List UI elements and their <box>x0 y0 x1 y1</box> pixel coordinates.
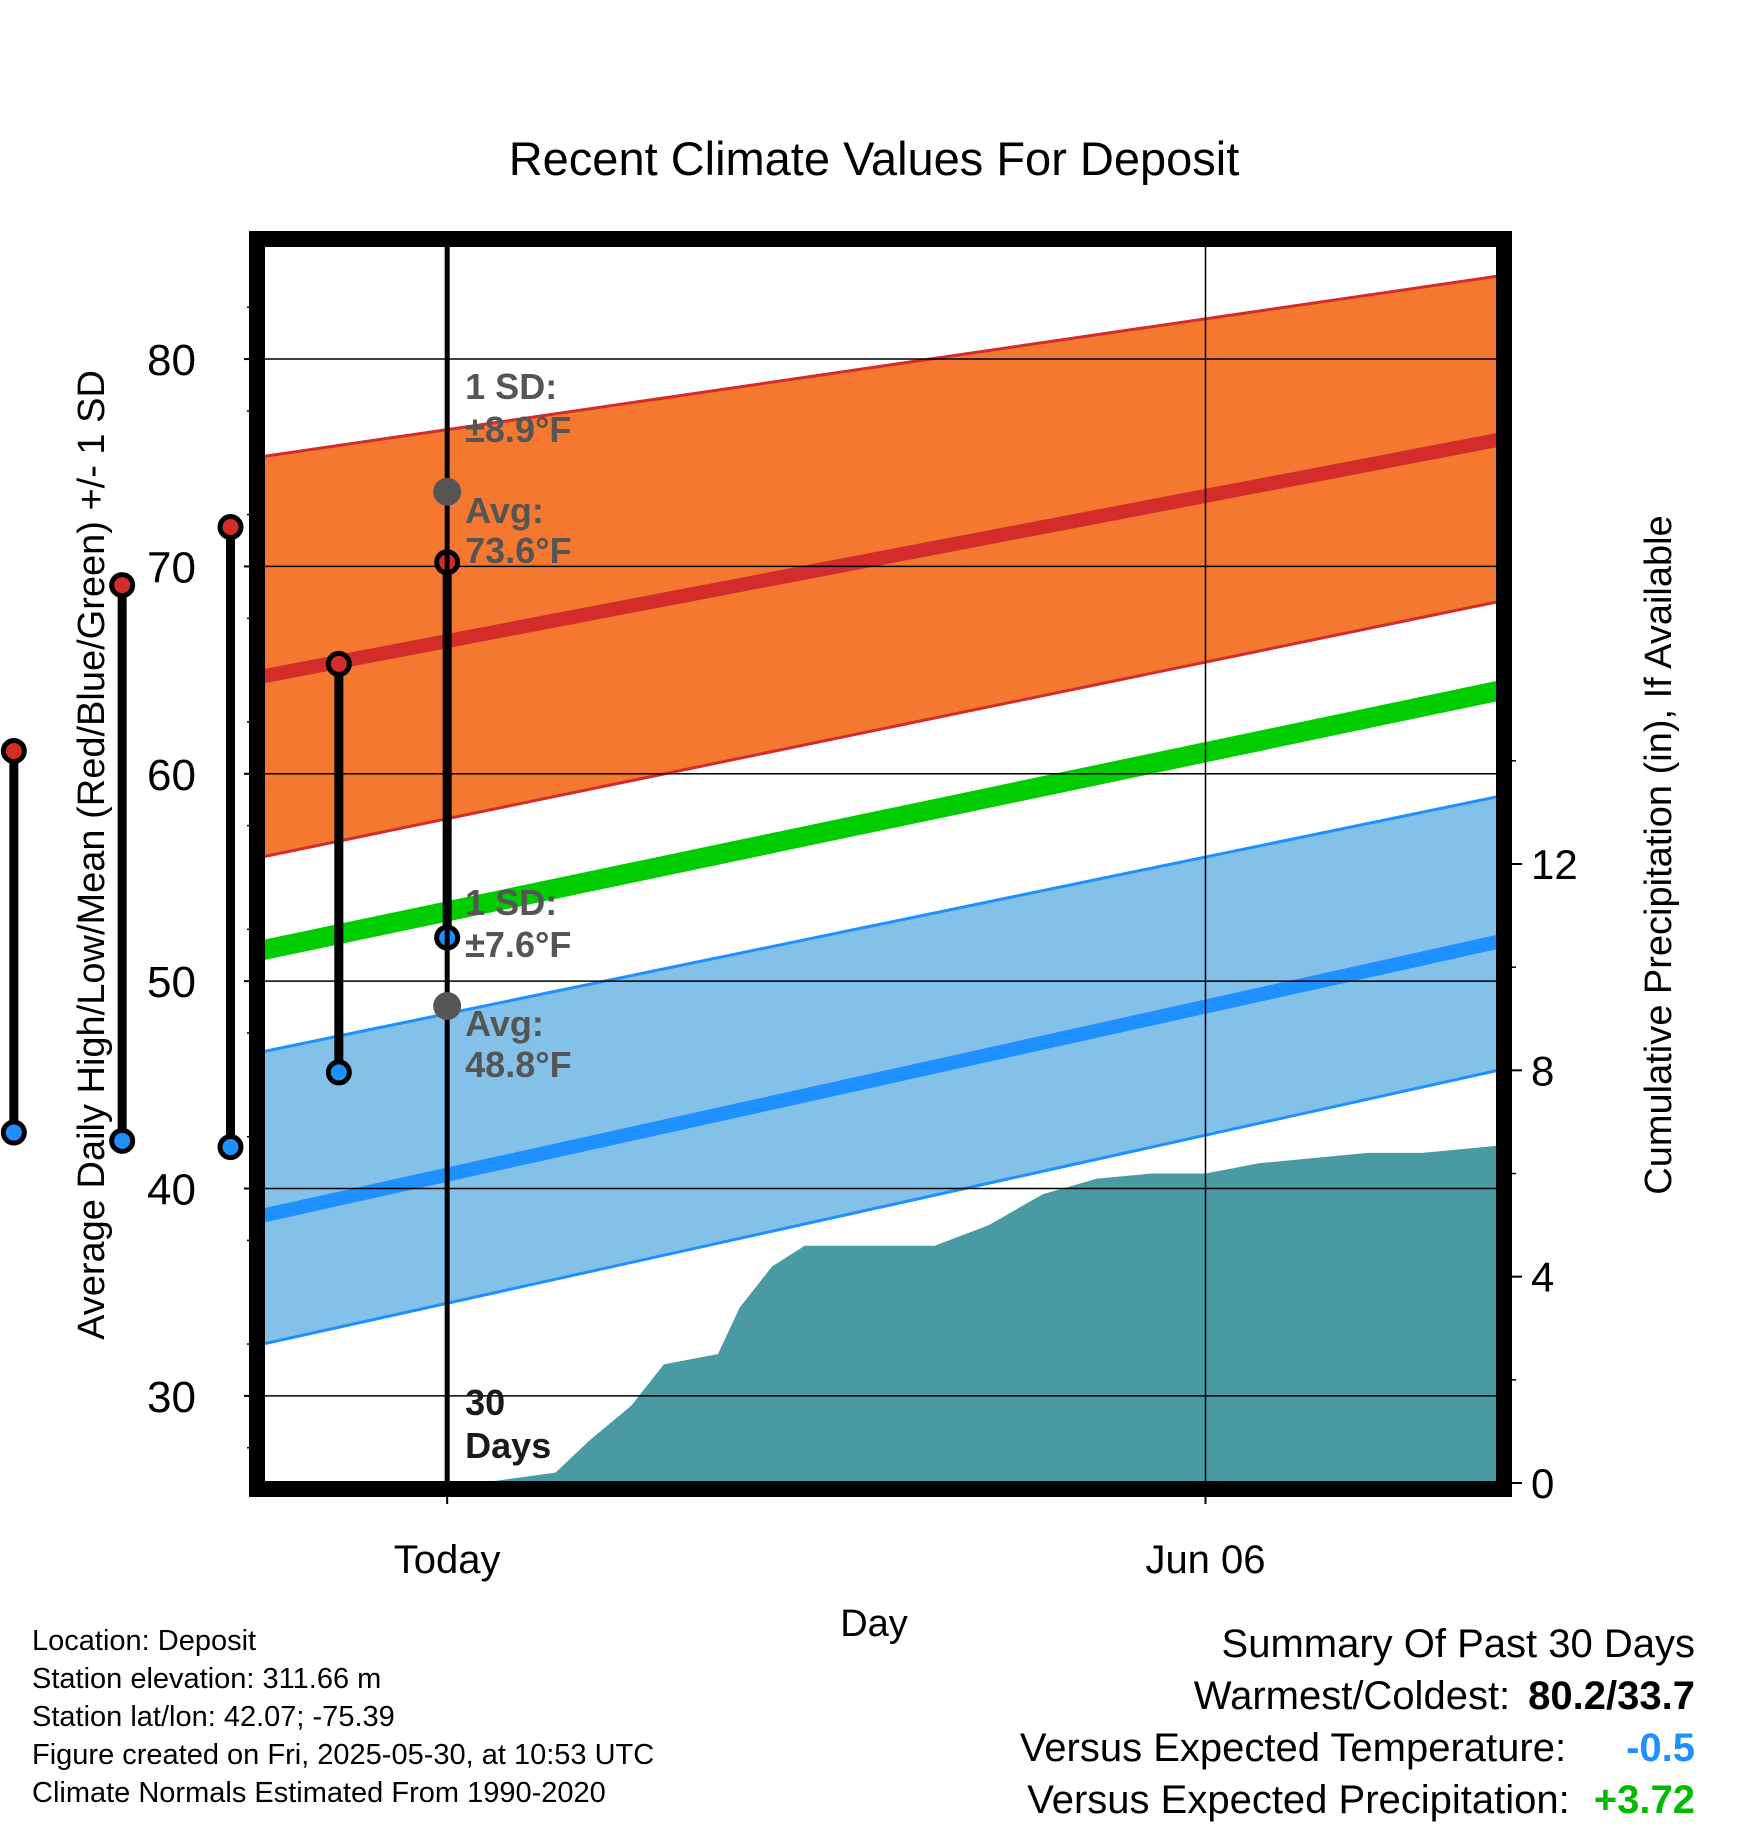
chart-title: Recent Climate Values For Deposit <box>509 132 1240 185</box>
daily-low-marker-29 <box>325 1059 352 1086</box>
summary-warm-cold-row: Warmest/Coldest: 80.2/33.7 <box>1020 1670 1695 1722</box>
daily-low-marker-28 <box>217 1134 244 1161</box>
y2-tick-label-12: 12 <box>1531 841 1578 888</box>
high-avg-label: Avg: <box>465 490 544 531</box>
precipitation-area <box>263 1145 1498 1483</box>
high-average-line <box>263 433 1498 684</box>
low-sd-band <box>263 796 1498 1345</box>
low-sd-value: ±7.6°F <box>465 924 571 965</box>
high-avg-value: 73.6°F <box>465 530 571 571</box>
x-axis-title: Day <box>840 1603 908 1645</box>
low-sd-upper-line <box>263 795 1498 1054</box>
y-tick-label-50: 50 <box>147 958 196 1007</box>
x-tick-label-30: Today <box>394 1538 501 1582</box>
daily-low-marker-27 <box>109 1127 136 1154</box>
low-avg-label: Avg: <box>465 1003 544 1044</box>
high-sd-lower-line <box>263 600 1498 859</box>
plot-frame <box>249 231 1512 1497</box>
footer-normals: Climate Normals Estimated From 1990-2020 <box>32 1777 606 1809</box>
today-low-avg-point <box>433 992 462 1021</box>
footer-created: Figure created on Fri, 2025-05-30, at 10… <box>32 1739 655 1771</box>
low-sd-label: 1 SD: <box>465 882 557 923</box>
low-sd-lower-line <box>263 1068 1498 1346</box>
today-high-avg-point <box>433 477 462 506</box>
y-tick-label-30: 30 <box>147 1373 196 1422</box>
x-tick-label-37: Jun 06 <box>1145 1538 1265 1582</box>
days-unit-label: Days <box>465 1425 551 1466</box>
high-sd-upper-line <box>263 274 1498 459</box>
days-count-label: 30 <box>465 1382 505 1423</box>
footer-location: Location: Deposit <box>32 1625 257 1657</box>
summary-panel: Summary Of Past 30 Days Warmest/Coldest:… <box>1020 1618 1695 1826</box>
y2-tick-label-8: 8 <box>1531 1047 1554 1094</box>
y-tick-label-70: 70 <box>147 543 196 592</box>
low-average-line <box>263 934 1498 1223</box>
summary-precip-row: Versus Expected Precipitation: +3.72 <box>1020 1774 1695 1826</box>
high-sd-label: 1 SD: <box>465 366 557 407</box>
y-tick-label-40: 40 <box>147 1166 196 1215</box>
daily-low-marker-26 <box>0 1119 27 1146</box>
y-tick-label-60: 60 <box>147 751 196 800</box>
high-sd-value: ±8.9°F <box>465 409 571 450</box>
footer-info: Location: Deposit Station elevation: 311… <box>32 1622 654 1812</box>
summary-temp-label: Versus Expected Temperature: <box>1019 1726 1567 1770</box>
summary-warm-cold-label: Warmest/Coldest: <box>1193 1674 1511 1718</box>
daily-high-marker-26 <box>0 737 27 764</box>
summary-heading: Summary Of Past 30 Days <box>1221 1622 1695 1666</box>
summary-temp-row: Versus Expected Temperature: -0.5 <box>1020 1722 1695 1774</box>
y-tick-label-80: 80 <box>147 336 196 385</box>
daily-high-marker-27 <box>109 572 136 599</box>
summary-precip-value: +3.72 <box>1593 1778 1695 1822</box>
summary-precip-label: Versus Expected Precipitation: <box>1027 1778 1570 1822</box>
summary-temp-value: -0.5 <box>1626 1726 1695 1770</box>
footer-elevation: Station elevation: 311.66 m <box>32 1663 382 1695</box>
daily-high-marker-28 <box>217 514 244 541</box>
footer-latlon: Station lat/lon: 42.07; -75.39 <box>32 1701 395 1733</box>
y2-tick-label-4: 4 <box>1531 1254 1554 1301</box>
y2-axis-title: Cumulative Precipitation (in), If Availa… <box>1638 515 1680 1194</box>
y-axis-title: Average Daily High/Low/Mean (Red/Blue/Gr… <box>71 370 113 1340</box>
daily-high-marker-29 <box>325 650 352 677</box>
mean-line <box>263 681 1498 960</box>
y2-tick-label-0: 0 <box>1531 1460 1554 1507</box>
summary-warm-cold-value: 80.2/33.7 <box>1528 1674 1695 1718</box>
low-avg-value: 48.8°F <box>465 1044 571 1085</box>
